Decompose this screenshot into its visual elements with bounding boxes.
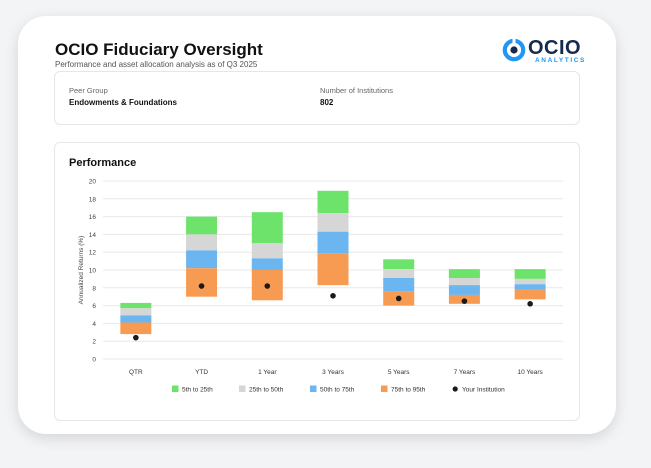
legend-label: 25th to 50th: [249, 387, 284, 394]
legend-label: 75th to 95th: [391, 387, 426, 394]
logo-wordmark: OCIO: [528, 37, 582, 59]
performance-panel: Performance 0 2 4 6 8 10 12 14 16 18 20 Annualized …: [54, 142, 580, 421]
bar-segment: [383, 269, 415, 279]
performance-chart: 0 2 4 6 8 10 12 14 16 18 20 Annualized Returns (%) Q…: [78, 179, 563, 394]
institution-marker: [133, 334, 139, 341]
bar-segment: [317, 213, 349, 232]
institution-marker: [264, 283, 271, 289]
bar-segment: [120, 322, 152, 335]
bar-segment: [186, 216, 218, 235]
x-tick-label: 10 Years: [517, 369, 543, 376]
legend-label: 5th to 25th: [182, 387, 213, 394]
y-tick-label: 14: [89, 232, 97, 239]
y-tick-label: 20: [89, 179, 97, 186]
page-subtitle: Performance and asset allocation analysi…: [55, 60, 258, 69]
bar-segment: [448, 285, 480, 295]
institution-marker: [461, 298, 468, 304]
peer-info-panel: Peer Group Endowments & Foundations Numb…: [54, 71, 580, 125]
legend-swatch: [239, 385, 246, 392]
y-tick-label: 12: [89, 250, 97, 257]
bar-segment: [186, 268, 218, 297]
bar-segment: [186, 250, 218, 269]
bar-segment: [251, 258, 283, 270]
x-tick-label: 3 Years: [322, 369, 344, 376]
institutions-value: 802: [320, 98, 334, 107]
page-title: OCIO Fiduciary Oversight: [55, 40, 263, 59]
x-tick-label: YTD: [195, 369, 208, 376]
bar-segment: [251, 243, 283, 259]
y-tick-label: 18: [89, 196, 97, 203]
ocio-logo-icon: [502, 38, 526, 62]
x-tick-label: 5 Years: [388, 369, 410, 376]
y-tick-label: 16: [89, 214, 97, 221]
peer-group-label: Peer Group: [69, 86, 108, 95]
x-tick-label: 7 Years: [454, 369, 476, 376]
bar-segment: [120, 302, 152, 309]
legend-marker: [452, 386, 458, 392]
legend-swatch: [310, 385, 317, 392]
y-tick-label: 2: [92, 339, 96, 346]
bar-segment: [514, 269, 546, 279]
y-tick-label: 4: [92, 321, 96, 328]
bar-segment: [514, 284, 546, 290]
bar-segment: [448, 278, 480, 286]
ocio-analytics-logo: OCIO ANALYTICS: [502, 37, 584, 64]
legend-swatch: [381, 385, 388, 392]
logo-subtitle: ANALYTICS: [535, 57, 586, 64]
x-tick-label: QTR: [129, 369, 143, 376]
institution-marker: [198, 283, 205, 289]
y-tick-label: 8: [92, 285, 96, 292]
institutions-label: Number of Institutions: [320, 86, 393, 95]
bar-segment: [120, 315, 152, 323]
bar-segment: [514, 289, 546, 300]
institution-marker: [395, 295, 402, 302]
performance-title: Performance: [69, 157, 137, 169]
bar-segment: [317, 253, 349, 286]
bar-segment: [317, 231, 349, 254]
y-axis-label: Annualized Returns (%): [78, 236, 85, 305]
bar-segment: [186, 234, 218, 251]
bar-segment: [383, 259, 415, 270]
bar-segment: [448, 269, 480, 279]
legend-swatch: [172, 385, 179, 392]
institution-marker: [527, 301, 533, 307]
bar-segment: [383, 278, 415, 292]
bar-segment: [251, 212, 283, 244]
legend-label: 50th to 75th: [320, 387, 355, 394]
x-tick-label: 1 Year: [258, 369, 277, 376]
y-tick-label: 10: [89, 268, 97, 275]
bar-segment: [120, 308, 152, 316]
institution-marker: [330, 293, 336, 299]
bar-segment: [317, 190, 349, 214]
peer-group-value: Endowments & Foundations: [69, 98, 177, 107]
legend-label: Your Institution: [462, 387, 505, 394]
bar-segment: [514, 278, 546, 285]
y-tick-label: 0: [92, 357, 96, 364]
y-tick-label: 6: [92, 303, 96, 310]
